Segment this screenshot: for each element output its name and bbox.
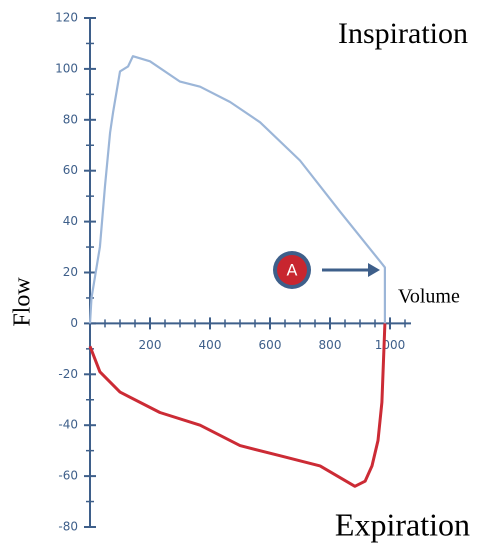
x-tick-label: 400 xyxy=(199,338,222,352)
x-tick-label: 800 xyxy=(319,338,342,352)
y-tick-label: -20 xyxy=(58,367,78,381)
x-tick-label: 600 xyxy=(259,338,282,352)
y-tick-label: 120 xyxy=(55,11,78,25)
y-tick-label: -80 xyxy=(58,520,78,534)
flow-line xyxy=(88,55,386,324)
annotation-circle xyxy=(277,255,307,285)
y-tick-label: -60 xyxy=(58,469,78,483)
y-tick-label: 20 xyxy=(63,265,78,279)
y-tick-label: 100 xyxy=(55,61,78,75)
flow-line xyxy=(88,323,387,488)
y-axis-label: Flow xyxy=(10,277,36,327)
annotation-text: A xyxy=(287,261,298,280)
x-axis-label: Volume xyxy=(398,286,460,308)
x-tick-label: 1000 xyxy=(375,338,406,352)
annotation-arrowhead xyxy=(368,263,380,277)
annotation: A xyxy=(273,251,380,289)
y-tick-label: 80 xyxy=(63,112,78,126)
x-tick-label: 200 xyxy=(139,338,162,352)
y-tick-label: 40 xyxy=(63,214,78,228)
expiration-label: Expiration xyxy=(335,506,470,542)
y-tick-label: -40 xyxy=(58,418,78,432)
y-tick-label: 60 xyxy=(63,163,78,177)
y-tick-label: 0 xyxy=(70,316,78,330)
inspiration-label: Inspiration xyxy=(338,17,468,50)
